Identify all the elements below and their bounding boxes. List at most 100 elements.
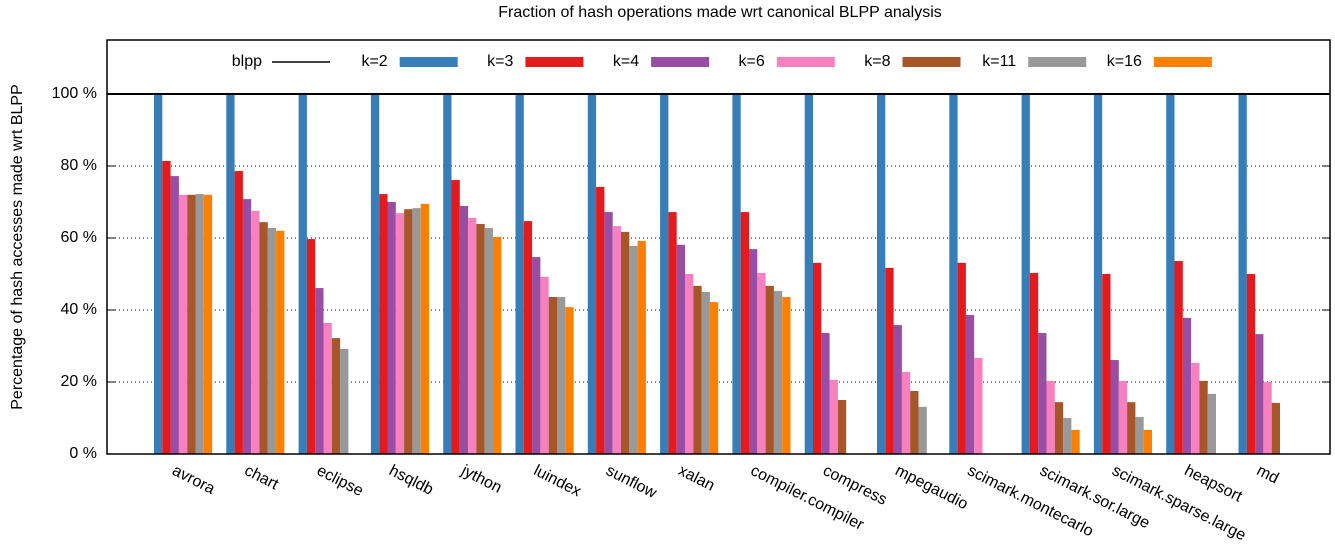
legend-swatch — [776, 57, 835, 67]
bar — [612, 226, 621, 454]
bar — [387, 202, 396, 454]
bar — [587, 94, 597, 454]
x-tick-label: chart — [242, 462, 282, 494]
bar — [1135, 416, 1144, 454]
bar — [804, 94, 813, 454]
bar — [420, 203, 429, 454]
legend-swatch — [902, 57, 961, 67]
bar — [782, 297, 791, 454]
legend-label: blpp — [232, 53, 262, 70]
bar — [187, 194, 196, 455]
bar — [740, 212, 749, 454]
bar — [1029, 272, 1039, 454]
bar — [885, 267, 894, 454]
y-tick-label: 0 % — [69, 445, 97, 462]
x-tick-label: eclipse — [314, 462, 366, 500]
x-tick-label: luindex — [531, 462, 584, 500]
bar — [1038, 333, 1047, 454]
bar — [1263, 382, 1272, 454]
bar — [1063, 418, 1072, 454]
bar — [821, 333, 830, 454]
bar — [267, 227, 277, 454]
x-tick-label: md — [1254, 462, 1282, 487]
bar — [276, 230, 285, 454]
bar — [540, 276, 549, 454]
bar — [949, 94, 958, 454]
bar — [451, 180, 460, 455]
bar — [1102, 274, 1111, 454]
legend-label: k=6 — [739, 53, 765, 70]
bar — [315, 288, 324, 454]
bar — [732, 94, 741, 454]
bar — [877, 94, 886, 454]
bar — [629, 245, 638, 454]
bar — [1182, 317, 1192, 454]
y-axis-label: Percentage of hash accesses made wrt BLP… — [9, 84, 26, 410]
bar — [523, 221, 533, 454]
bar — [395, 213, 405, 454]
x-tick-label: scimark.montecarlo — [965, 462, 1096, 540]
bar — [234, 171, 243, 455]
bar — [226, 94, 235, 454]
bar — [604, 212, 613, 454]
bar — [1118, 380, 1128, 454]
y-tick-label: 40 % — [61, 301, 97, 318]
bar — [773, 290, 783, 454]
legend-label: k=4 — [613, 53, 639, 70]
x-tick-label: avrora — [169, 462, 217, 498]
bar — [918, 406, 927, 454]
bar — [1174, 261, 1183, 454]
plot-border — [106, 39, 1331, 455]
bar — [596, 186, 605, 454]
bar — [693, 285, 702, 454]
bar — [548, 297, 557, 454]
bar — [1127, 402, 1136, 454]
bar — [565, 307, 574, 454]
bar — [259, 222, 268, 454]
bar — [306, 239, 316, 454]
bar — [459, 205, 469, 454]
y-tick-label: 20 % — [61, 373, 97, 390]
bar — [757, 272, 766, 454]
bar — [1246, 274, 1256, 454]
bar — [1046, 380, 1055, 454]
bar — [379, 194, 388, 454]
bar — [404, 209, 413, 454]
bar — [701, 292, 710, 454]
bar — [242, 199, 252, 454]
bar — [340, 348, 349, 454]
bar — [1093, 94, 1103, 454]
bar — [468, 217, 477, 454]
bar — [957, 262, 966, 454]
bar — [829, 379, 838, 454]
bar — [1166, 94, 1175, 454]
x-tick-label: mpegaudio — [892, 462, 970, 513]
x-tick-label: hsqldb — [386, 462, 436, 499]
bar — [1238, 94, 1247, 454]
legend-label: k=16 — [1107, 53, 1142, 70]
bar — [1143, 429, 1152, 454]
bar — [621, 231, 630, 454]
y-tick-label: 60 % — [61, 229, 97, 246]
x-tick-label: sunflow — [603, 462, 659, 502]
bar — [1191, 362, 1200, 454]
bar — [154, 94, 163, 454]
bar — [1199, 380, 1208, 454]
bar — [443, 94, 452, 454]
bar — [532, 257, 541, 454]
chart-title: Fraction of hash operations made wrt can… — [498, 4, 942, 21]
y-tick-label: 100 % — [52, 85, 97, 102]
bar — [515, 94, 524, 454]
bar — [709, 302, 719, 454]
x-tick-label: scimark.sparse.large — [1109, 462, 1248, 544]
legend-swatch — [399, 57, 458, 67]
bar — [749, 249, 758, 454]
bar — [323, 322, 332, 454]
legend-label: k=2 — [361, 53, 387, 70]
bar — [195, 194, 204, 454]
bar — [412, 208, 421, 454]
bar — [493, 236, 502, 454]
bar — [668, 212, 677, 454]
legend-label: k=3 — [487, 53, 513, 70]
